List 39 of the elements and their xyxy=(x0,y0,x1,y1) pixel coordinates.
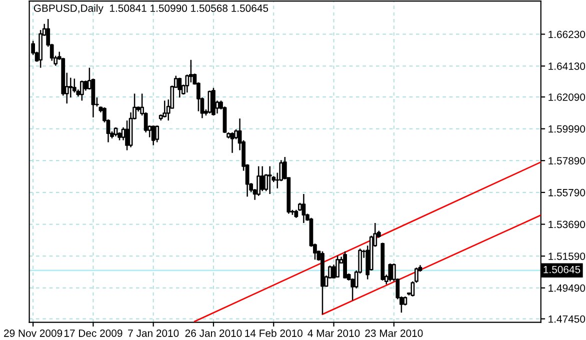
x-tick-label: 7 Jan 2010 xyxy=(128,330,179,337)
x-tick-label: 29 Nov 2009 xyxy=(4,330,62,337)
y-tick-label: 1.66230 xyxy=(548,30,586,38)
candlestick xyxy=(268,166,272,195)
candlestick xyxy=(336,255,340,278)
x-tick-label: 14 Feb 2010 xyxy=(245,329,302,337)
y-tick-label: 1.51590 xyxy=(548,252,586,260)
candlestick xyxy=(114,126,118,137)
y-tick-label: 1.62090 xyxy=(548,93,586,101)
candlestick xyxy=(151,124,156,146)
candlestick xyxy=(230,132,234,154)
y-tick-label: 1.47450 xyxy=(548,315,586,323)
candlestick xyxy=(208,90,212,114)
y-tick-label: 1.64130 xyxy=(548,62,586,70)
x-tick-label: 23 Mar 2010 xyxy=(365,330,423,337)
candlestick xyxy=(380,242,385,282)
ref-line-label: 1.50645 xyxy=(544,266,580,274)
candlestick xyxy=(178,77,182,98)
candlestick xyxy=(118,132,122,141)
x-tick-label: 26 Jan 2010 xyxy=(185,330,242,337)
candlestick xyxy=(388,262,392,282)
x-tick-label: 4 Mar 2010 xyxy=(308,330,360,337)
candlestick xyxy=(260,166,264,192)
candlestick xyxy=(343,250,347,280)
candlestick xyxy=(302,193,306,224)
y-tick-label: 1.55790 xyxy=(548,188,586,196)
chart-title: GBPUSD,Daily 1.50841 1.50990 1.50568 1.50645 xyxy=(34,4,268,14)
y-tick-label: 1.53690 xyxy=(548,220,586,228)
candlestick xyxy=(155,124,160,143)
candlestick xyxy=(72,78,76,94)
y-tick-label: 1.59990 xyxy=(548,125,586,133)
candlestick xyxy=(256,166,261,197)
candlestick xyxy=(320,250,324,315)
x-tick-label: 17 Dec 2009 xyxy=(64,330,122,337)
candlestick xyxy=(162,100,167,118)
y-tick-label: 1.57890 xyxy=(548,157,586,164)
candlestick xyxy=(80,80,84,102)
candlestick xyxy=(212,87,216,116)
y-tick-label: 1.49490 xyxy=(548,284,586,292)
